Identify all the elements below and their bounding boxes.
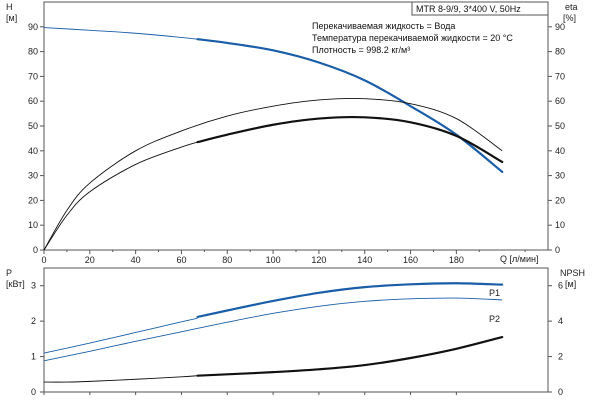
x-tick-label: 20 — [85, 255, 95, 265]
info-line-fluid: Перекачиваемая жидкость = Вода — [312, 21, 455, 31]
y-tick-label-left: 70 — [28, 71, 38, 81]
y-tick-label-right: 0 — [555, 245, 560, 255]
x-tick-label: 100 — [266, 255, 281, 265]
bottom-y-tick-label-left: 1 — [31, 352, 36, 362]
y-tick-label-left: 30 — [28, 171, 38, 181]
top-y-ticks: 0 0 10 10 20 20 30 30 40 40 50 50 60 60 70 70 80 80 90 90 — [28, 22, 565, 255]
bottom-x-ticks — [43, 392, 457, 395]
y-tick-label-left: 40 — [28, 146, 38, 156]
bottom-P1-0-thick-line — [196, 282, 504, 318]
y-tick-label-left: 10 — [28, 220, 38, 230]
y-tick-label-right: 10 — [555, 220, 565, 230]
y-tick-label-left: 0 — [33, 245, 38, 255]
x-axis-label: Q [л/мин] — [500, 254, 538, 264]
x-tick-label: 140 — [357, 255, 372, 265]
bottom-y-tick-label-right: 6 — [558, 281, 563, 291]
top-x-ticks: 0 20 40 60 80 100 120 140 160 180 — [41, 250, 526, 265]
top-eta-2-thick-line — [196, 115, 504, 164]
bottom-P2-1-thin-line — [43, 297, 503, 362]
bottom-y-right-label-line2: [м] — [565, 279, 576, 289]
bottom-y-left-label-line2: [кВт] — [6, 279, 25, 289]
bottom-y-tick-label-right: 4 — [558, 316, 563, 326]
bottom-P1-0-thin-line — [43, 317, 198, 354]
x-tick-label: 160 — [403, 255, 418, 265]
legend-label-p2: P2 — [489, 314, 500, 324]
y-right-label-line2: [%] — [563, 13, 576, 23]
x-tick-label: 60 — [176, 255, 186, 265]
bottom-y-tick-label-right: 2 — [558, 352, 563, 362]
y-tick-label-right: 90 — [555, 22, 565, 32]
model-label: MTR 8-9/9, 3*400 V, 50Hz — [416, 4, 521, 14]
bottom-NPSH-2-thick-line — [196, 335, 504, 377]
y-tick-label-left: 80 — [28, 47, 38, 57]
top-eta-2-thin-line — [43, 141, 198, 251]
info-line-density: Плотность = 998.2 кг/м³ — [312, 45, 410, 55]
y-tick-label-right: 30 — [555, 171, 565, 181]
y-left-label-line2: [м] — [6, 13, 17, 23]
x-tick-label: 120 — [311, 255, 326, 265]
y-tick-label-left: 50 — [28, 121, 38, 131]
x-tick-label: 80 — [222, 255, 232, 265]
x-tick-label: 180 — [449, 255, 464, 265]
y-tick-label-right: 20 — [555, 195, 565, 205]
y-tick-label-right: 80 — [555, 47, 565, 57]
bottom-plot-frame — [43, 267, 549, 393]
y-tick-label-left: 20 — [28, 195, 38, 205]
x-tick-label: 40 — [131, 255, 141, 265]
y-right-label-line1: eta — [565, 2, 578, 12]
y-tick-label-left: 90 — [28, 22, 38, 32]
bottom-curves — [43, 282, 504, 383]
legend-label-p1: P1 — [489, 288, 500, 298]
y-tick-label-right: 70 — [555, 71, 565, 81]
bottom-y-ticks: 0 1 2 3 0 2 4 6 — [31, 281, 563, 397]
model-label-box — [411, 1, 549, 16]
y-tick-label-left: 60 — [28, 96, 38, 106]
bottom-y-tick-label-left: 3 — [31, 281, 36, 291]
power-npsh-panel: P [кВт] NPSH [м] 0 1 2 3 0 2 4 6 P1 P2 — [6, 267, 585, 397]
bottom-y-tick-label-left: 2 — [31, 316, 36, 326]
y-tick-label-right: 50 — [555, 121, 565, 131]
y-tick-label-right: 60 — [555, 96, 565, 106]
info-line-temperature: Температура перекачиваемой жидкости = 20… — [312, 33, 513, 43]
bottom-y-tick-label-right: 0 — [558, 387, 563, 397]
y-tick-label-right: 40 — [555, 146, 565, 156]
y-left-label-line1: H — [6, 2, 13, 12]
x-tick-label: 0 — [41, 255, 46, 265]
top-H-0-thick-line — [196, 38, 504, 173]
bottom-y-left-label-line1: P — [6, 268, 12, 278]
bottom-y-tick-label-left: 0 — [31, 387, 36, 397]
top-H-0-thin-line — [43, 27, 198, 40]
bottom-y-right-label-line1: NPSH — [560, 268, 585, 278]
top-eta-1-thin-line — [43, 98, 503, 251]
top-curves — [43, 27, 504, 251]
bottom-NPSH-2-thin-line — [43, 375, 198, 383]
